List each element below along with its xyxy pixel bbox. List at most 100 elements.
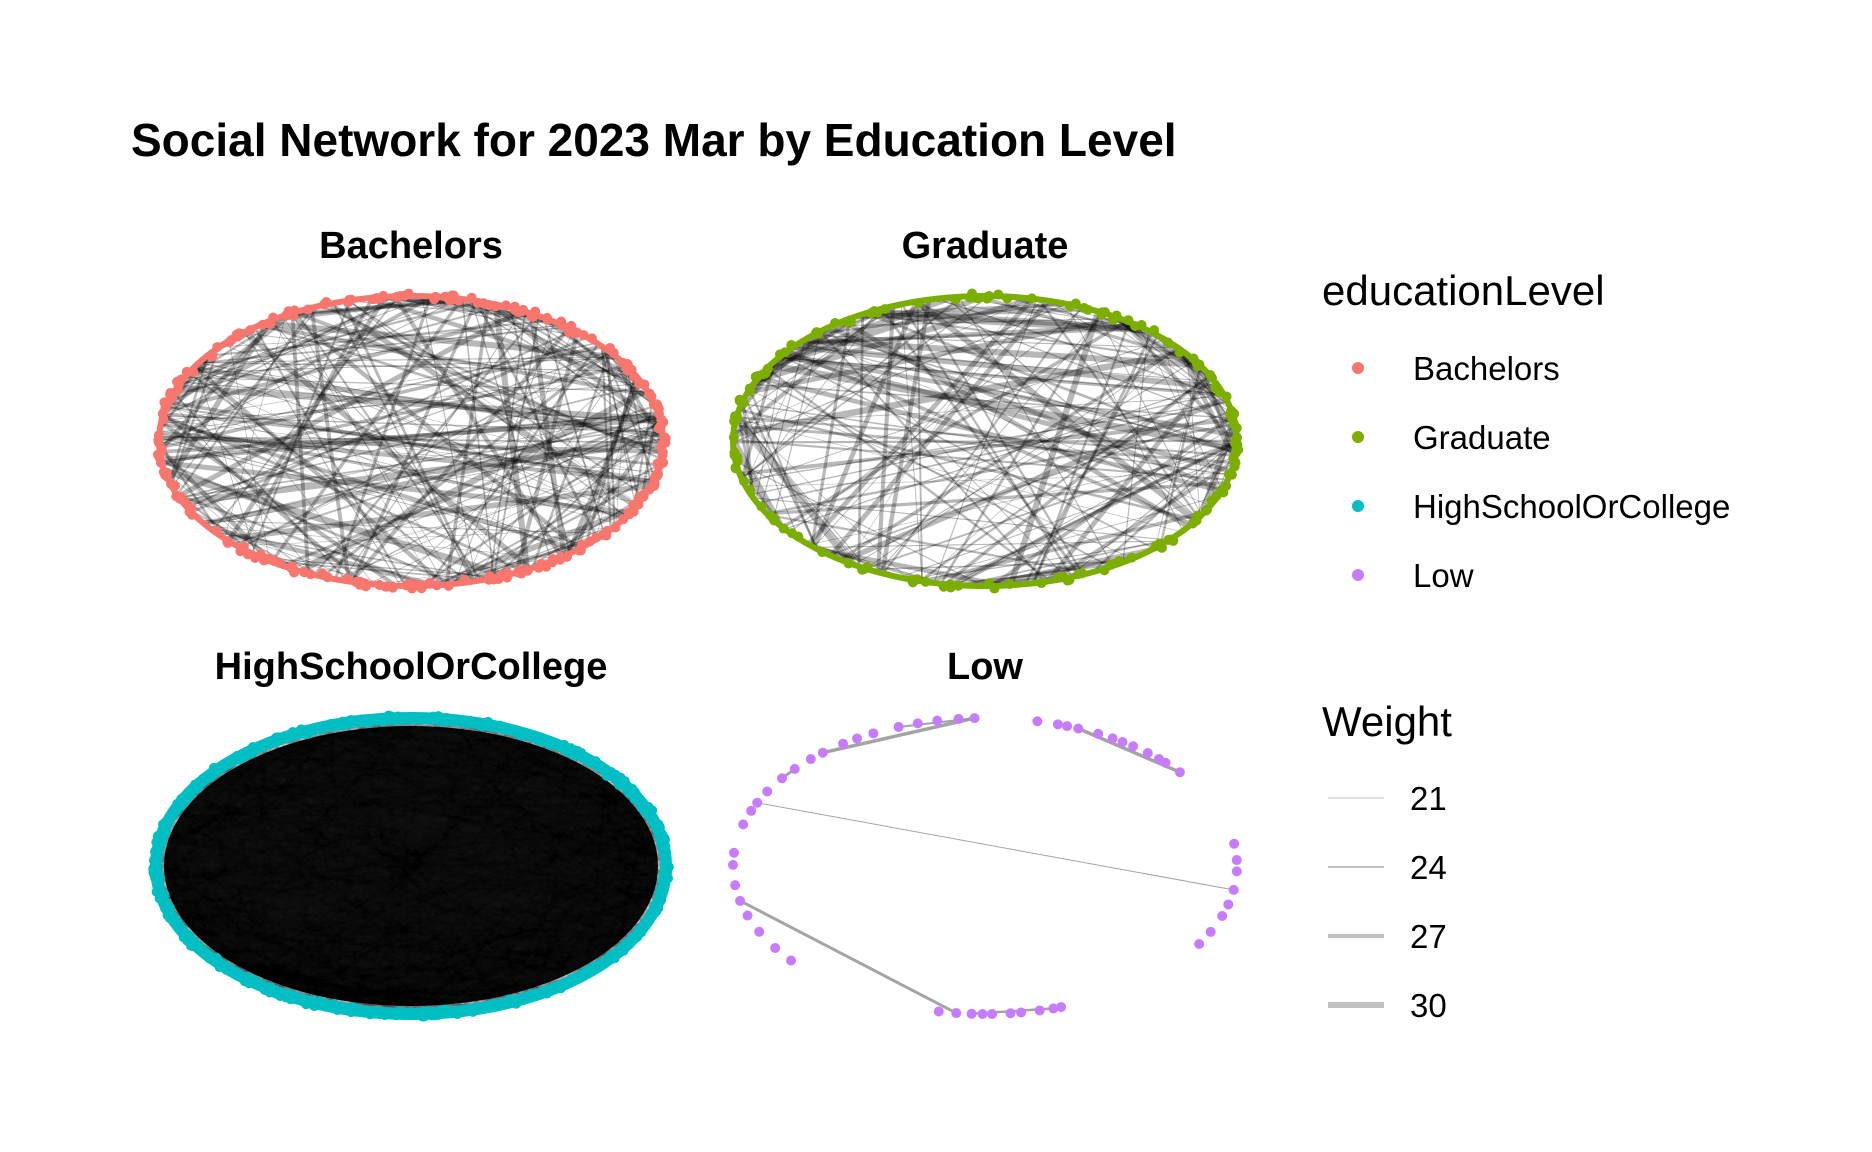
edge [168,911,460,1012]
edge [201,856,666,952]
edge [192,717,409,791]
edge [385,734,531,1014]
edge [647,824,657,920]
node [1105,559,1116,570]
node [172,376,183,387]
edge [178,746,565,929]
node [634,378,645,389]
edge [230,718,385,971]
edge [201,779,486,1009]
edge [1048,300,1233,414]
edge [227,967,471,1012]
node [596,959,607,970]
edge [253,729,514,984]
edge [489,725,558,988]
edge [169,398,315,576]
node [838,738,849,749]
edge [282,798,639,995]
edge [277,990,547,994]
edge [156,876,415,1015]
edge [642,804,648,922]
node [964,292,975,303]
edge [169,913,390,1015]
node [525,991,536,1002]
edge [1154,365,1201,549]
edge [186,743,270,937]
edge [174,920,409,1015]
edge [343,837,662,1009]
edge [209,774,242,977]
edge [158,886,663,892]
edge [473,363,625,582]
edge [428,807,647,1015]
node [204,951,215,962]
edge [596,774,614,967]
edge [319,870,667,1005]
edge [303,961,605,1001]
node [444,295,455,306]
edge [208,869,667,958]
edge [185,726,503,937]
edge [550,741,664,842]
edge [766,422,1236,515]
node [906,574,917,585]
edge [584,374,637,547]
edge [184,932,413,1016]
edge [265,743,432,1014]
edge [163,902,532,997]
edge [173,773,214,922]
edge [154,724,331,866]
edge [284,736,649,812]
edge [296,732,662,839]
edge [184,933,636,938]
edge [206,525,559,559]
edge [160,731,522,895]
node [1149,325,1160,336]
edge [278,736,666,856]
edge [284,736,504,1005]
edge [159,888,649,922]
edge [157,770,607,851]
edge [177,811,651,929]
edge [799,327,1145,345]
edge [166,822,612,960]
edge [183,719,368,800]
edge [295,311,482,581]
edge [165,905,651,919]
panel-label: HighSchoolOrCollege [215,646,608,688]
legend-key [1352,431,1364,443]
edge [307,866,667,1002]
edge [593,826,659,969]
edge [331,724,501,1006]
edge [168,911,435,1015]
edge [611,776,629,947]
edge [167,909,303,1002]
edge [750,392,1223,496]
edge [240,351,611,549]
edge [155,739,546,864]
edge [162,799,184,901]
edge [231,755,584,763]
edge [438,463,661,586]
edge [857,314,865,567]
edge [356,719,377,1011]
edge [768,294,951,369]
edge [292,992,542,998]
edge [158,344,603,450]
edge [211,773,492,1007]
edge [303,734,531,1001]
edge [161,295,395,419]
edge [343,721,664,890]
node [728,859,739,870]
edge [452,803,646,1014]
edge [159,840,266,988]
edge [155,728,509,872]
edge [274,295,455,322]
edge [174,735,534,922]
node [301,999,312,1010]
edge [208,525,437,588]
edge [741,402,1231,476]
edge [166,723,341,910]
edge [159,819,654,890]
node [1114,555,1125,566]
